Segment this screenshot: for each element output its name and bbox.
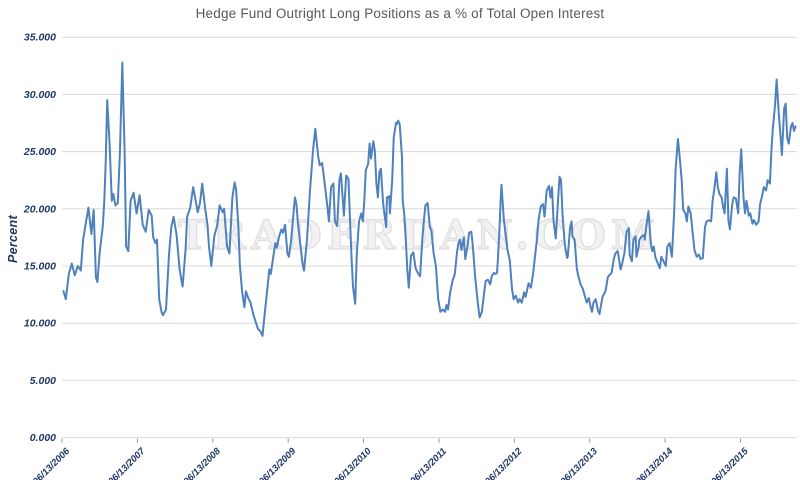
x-tick-label: 06/13/2009 — [257, 445, 299, 480]
y-tick-label: 35.000 — [24, 32, 56, 44]
y-tick-label: 0.000 — [30, 432, 56, 444]
x-tick-label: 06/13/2013 — [558, 445, 600, 480]
y-tick-label: 30.000 — [24, 89, 56, 101]
y-tick-label: 25.000 — [23, 146, 56, 158]
y-tick-label: 20.000 — [23, 203, 56, 215]
y-tick-label: 10.000 — [24, 318, 56, 330]
x-tick-label: 06/13/2010 — [332, 445, 374, 480]
series-line — [62, 61, 797, 337]
x-tick-label: 06/13/2008 — [181, 445, 223, 480]
x-tick-label: 06/13/2015 — [709, 445, 751, 480]
x-tick-label: 06/13/2011 — [408, 446, 449, 480]
x-tick-label: 06/13/2014 — [634, 445, 676, 480]
x-tick-label: 06/13/2012 — [483, 445, 525, 480]
chart-title: Hedge Fund Outright Long Positions as a … — [195, 6, 605, 21]
y-tick-label: 5.000 — [30, 375, 56, 387]
x-tick-label: 06/13/2007 — [106, 445, 148, 480]
x-tick-label: 06/13/2006 — [31, 445, 73, 480]
y-tick-label: 15.000 — [24, 261, 56, 273]
